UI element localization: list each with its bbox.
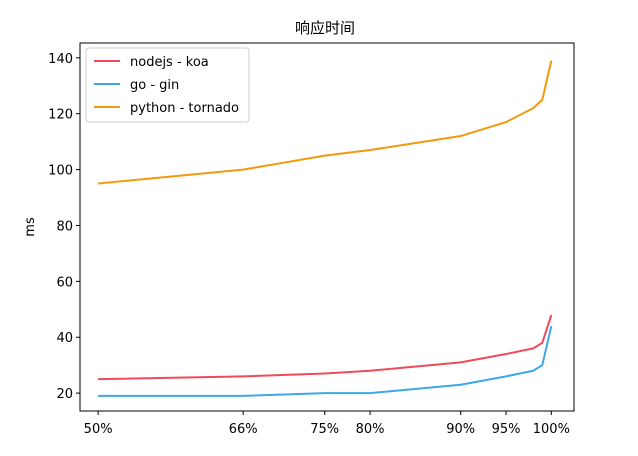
x-axis-ticks: 50% 66% 75% 80% 90% 95% 100%: [84, 411, 570, 437]
series-line-python-tornado: [98, 60, 553, 185]
series-line-nodejs-koa: [98, 314, 553, 381]
legend-label: go - gin: [130, 78, 179, 93]
x-tick-label: 95%: [492, 422, 521, 437]
x-tick-label: 75%: [310, 422, 339, 437]
y-tick-label: 20: [56, 387, 73, 402]
plot-frame: [79, 42, 575, 412]
y-tick-label: 40: [56, 331, 73, 346]
y-tick-label: 80: [56, 219, 73, 234]
legend-box: [85, 47, 250, 123]
x-tick-label: 50%: [84, 422, 113, 437]
x-tick-label: 80%: [356, 422, 385, 437]
plot-area: [79, 42, 575, 412]
y-axis-label: ms: [23, 217, 38, 237]
y-axis-ticks: 20 40 60 80 100 120 140: [48, 52, 80, 402]
y-tick-label: 140: [48, 52, 73, 67]
y-tick-label: 60: [56, 275, 73, 290]
x-tick-label: 66%: [229, 422, 258, 437]
legend-label: nodejs - koa: [130, 55, 209, 70]
legend: nodejs - koa go - gin python - tornado: [85, 47, 250, 123]
series-line-go-gin: [98, 325, 553, 397]
chart-title: 响应时间: [295, 19, 355, 37]
y-tick-label: 100: [48, 164, 73, 179]
legend-label: python - tornado: [130, 101, 239, 116]
series-lines: [98, 60, 553, 397]
x-tick-label: 100%: [533, 422, 570, 437]
y-tick-label: 120: [48, 108, 73, 123]
x-tick-label: 90%: [446, 422, 475, 437]
